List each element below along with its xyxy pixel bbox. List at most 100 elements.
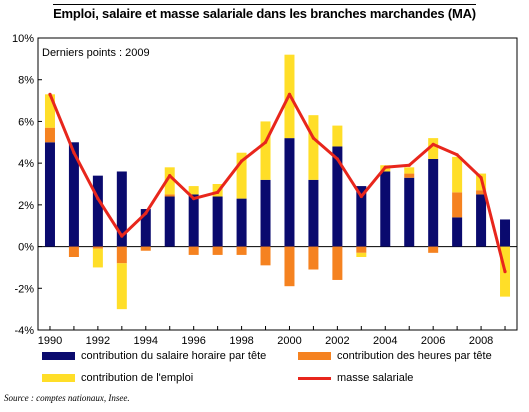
x-tick-label: 2008 (469, 335, 493, 347)
bar-segment-salaire (452, 217, 463, 247)
bar-segment-emploi (92, 248, 103, 268)
line-point-masse-salariale (72, 151, 76, 155)
bar-segment-emploi (260, 121, 271, 180)
bar-segment-salaire (476, 194, 487, 247)
legend-label-masse: masse salariale (337, 372, 414, 384)
chart-legend: contribution du salaire horaire par tête… (42, 348, 512, 388)
line-point-masse-salariale (48, 92, 52, 96)
bar-segment-heures (452, 192, 463, 218)
bar-segment-heures (236, 246, 247, 255)
x-tick-label: 2002 (325, 335, 349, 347)
legend-item-salaire: contribution du salaire horaire par tête (42, 348, 266, 364)
legend-swatch-emploi (42, 374, 75, 382)
bar-segment-emploi (116, 263, 127, 310)
bar-segment-heures (260, 246, 271, 266)
legend-item-heures: contribution des heures par tête (298, 348, 492, 364)
y-tick-label: -4% (14, 325, 34, 337)
legend-label-heures: contribution des heures par tête (337, 350, 492, 362)
bar-segment-heures (44, 127, 55, 143)
bar-segment-salaire (380, 171, 391, 247)
bar-segment-emploi (308, 115, 319, 180)
line-point-masse-salariale (168, 174, 172, 178)
y-tick-label: 2% (18, 200, 34, 212)
bar-segment-salaire (428, 158, 439, 247)
plot-frame (37, 37, 518, 331)
bar-segment-emploi (356, 252, 367, 257)
chart-annotation: Derniers points : 2009 (42, 47, 150, 59)
bar-segment-salaire (116, 171, 127, 247)
bar-segment-heures (284, 246, 295, 287)
line-point-masse-salariale (311, 136, 316, 140)
x-tick-label: 1992 (86, 335, 110, 347)
bar-segment-salaire (332, 146, 343, 247)
bar-segment-emploi (44, 94, 55, 128)
line-point-masse-salariale (503, 270, 507, 274)
x-tick-label: 1996 (181, 335, 205, 347)
line-point-masse-salariale (96, 197, 100, 201)
bar-segment-salaire (188, 194, 199, 247)
bar-segment-heures (212, 246, 223, 255)
x-tick-label: 1994 (134, 335, 158, 347)
line-point-masse-salariale (263, 140, 268, 144)
bar-segment-salaire (500, 219, 511, 247)
line-point-masse-salariale (287, 92, 292, 96)
line-point-masse-salariale (335, 157, 339, 161)
bar-segment-heures (92, 246, 103, 249)
bar-segment-heures (116, 246, 127, 264)
y-tick-label: 4% (18, 158, 34, 170)
bar-segment-emploi (332, 125, 343, 147)
bar-segment-salaire (92, 175, 103, 247)
bar-segment-heures (332, 246, 343, 280)
bar-segment-salaire (140, 209, 151, 247)
bar-segment-heures (140, 246, 151, 251)
chart-title: Emploi, salaire et masse salariale dans … (0, 4, 529, 21)
x-tick-label: 2004 (373, 335, 397, 347)
source-note: Source : comptes nationaux, Insee. (4, 393, 130, 403)
bar-segment-salaire (260, 179, 271, 247)
x-tick-label: 1998 (229, 335, 253, 347)
x-tick-label: 1990 (38, 335, 62, 347)
bar-segment-salaire (356, 186, 367, 247)
line-point-masse-salariale (120, 234, 124, 238)
bar-segment-emploi (428, 138, 439, 159)
bar-segment-salaire (284, 138, 295, 247)
bar-segment-salaire (308, 179, 319, 247)
bar-segment-heures (188, 246, 199, 255)
y-tick-label: 0% (18, 242, 34, 254)
line-point-masse-salariale (216, 190, 220, 194)
legend-item-emploi: contribution de l'emploi (42, 370, 193, 386)
x-tick-label: 2006 (421, 335, 445, 347)
bar-segment-salaire (164, 196, 175, 247)
bar-segment-emploi (164, 167, 175, 195)
bar-segment-salaire (236, 198, 247, 247)
bar-segment-emploi (452, 156, 463, 193)
line-point-masse-salariale (239, 159, 244, 163)
legend-label-emploi: contribution de l'emploi (81, 372, 194, 384)
y-tick-label: 6% (18, 116, 34, 128)
y-tick-label: -2% (14, 283, 34, 295)
legend-swatch-heures (298, 352, 331, 360)
bar-segment-heures (476, 190, 487, 195)
bar-segment-salaire (44, 142, 55, 247)
legend-label-salaire: contribution du salaire horaire par tête (81, 350, 267, 362)
bar-segment-salaire (404, 177, 415, 247)
legend-item-masse: masse salariale (298, 370, 413, 386)
bar-segment-heures (404, 173, 415, 178)
line-point-masse-salariale (431, 142, 435, 146)
bar-segment-heures (428, 246, 439, 253)
legend-swatch-salaire (42, 352, 75, 360)
legend-swatch-masse (298, 376, 331, 380)
y-tick-label: 8% (18, 75, 34, 87)
bar-segment-salaire (212, 196, 223, 247)
line-point-masse-salariale (359, 194, 363, 199)
bar-segment-emploi (188, 186, 199, 195)
line-point-masse-salariale (383, 165, 387, 169)
line-masse-salariale (48, 92, 507, 272)
line-point-masse-salariale (192, 197, 196, 201)
bar-segment-emploi (236, 152, 247, 199)
chart-title-text: Emploi, salaire et masse salariale dans … (53, 4, 476, 21)
line-point-masse-salariale (144, 211, 148, 215)
bar-segment-heures (164, 194, 175, 197)
bar-segment-heures (308, 246, 319, 270)
